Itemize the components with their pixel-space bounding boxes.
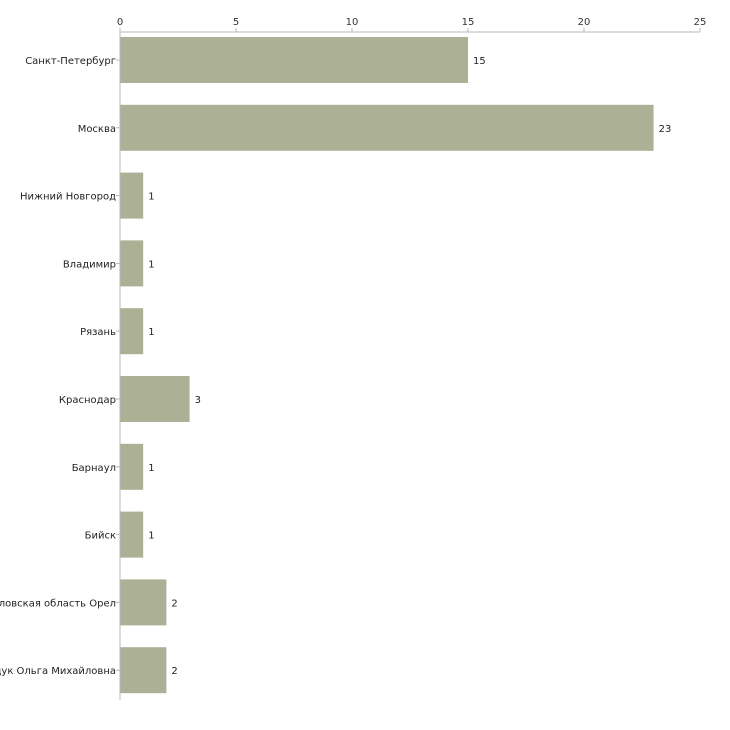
bar <box>120 376 190 422</box>
category-label: Москва <box>78 124 116 135</box>
bar <box>120 647 167 694</box>
value-label: 2 <box>171 598 177 609</box>
bar <box>120 240 144 287</box>
value-label: 1 <box>148 192 154 203</box>
bar <box>120 308 144 355</box>
category-label: Орловская область Орел <box>0 598 116 609</box>
bar <box>120 579 167 626</box>
bar <box>120 104 654 151</box>
bar <box>120 37 468 83</box>
category-label: Владимир <box>63 259 116 270</box>
x-tick-label: 0 <box>117 17 123 28</box>
bar <box>120 172 144 219</box>
category-label: Барнаул <box>72 463 116 474</box>
x-tick-label: 25 <box>694 17 707 28</box>
value-label: 23 <box>659 124 672 135</box>
bar <box>120 511 144 558</box>
value-label: 1 <box>148 327 154 338</box>
category-label: Бийск <box>85 531 116 542</box>
category-labels: Санкт-Петербург Москва Нижний Новгород Влад… <box>0 56 116 677</box>
category-label: Нижний Новгород <box>20 192 116 203</box>
value-label: 1 <box>148 531 154 542</box>
x-tick-label: 20 <box>578 17 591 28</box>
value-labels: 15 23 1 1 1 3 1 1 2 2 <box>148 56 671 677</box>
x-tick-label: 15 <box>462 17 475 28</box>
x-tick-label: 5 <box>233 17 239 28</box>
category-label: Кузнецук Ольга Михайловна <box>0 666 116 677</box>
bar <box>120 443 144 490</box>
bars <box>120 37 654 694</box>
category-label: Рязань <box>80 327 116 338</box>
x-axis: 0 5 10 15 20 25 <box>116 17 706 700</box>
category-label: Санкт-Петербург <box>25 56 116 67</box>
value-label: 2 <box>171 666 177 677</box>
value-label: 1 <box>148 259 154 270</box>
category-label: Краснодар <box>59 395 116 406</box>
value-label: 3 <box>195 395 201 406</box>
value-label: 15 <box>473 56 486 67</box>
value-label: 1 <box>148 463 154 474</box>
x-tick-label: 10 <box>346 17 359 28</box>
